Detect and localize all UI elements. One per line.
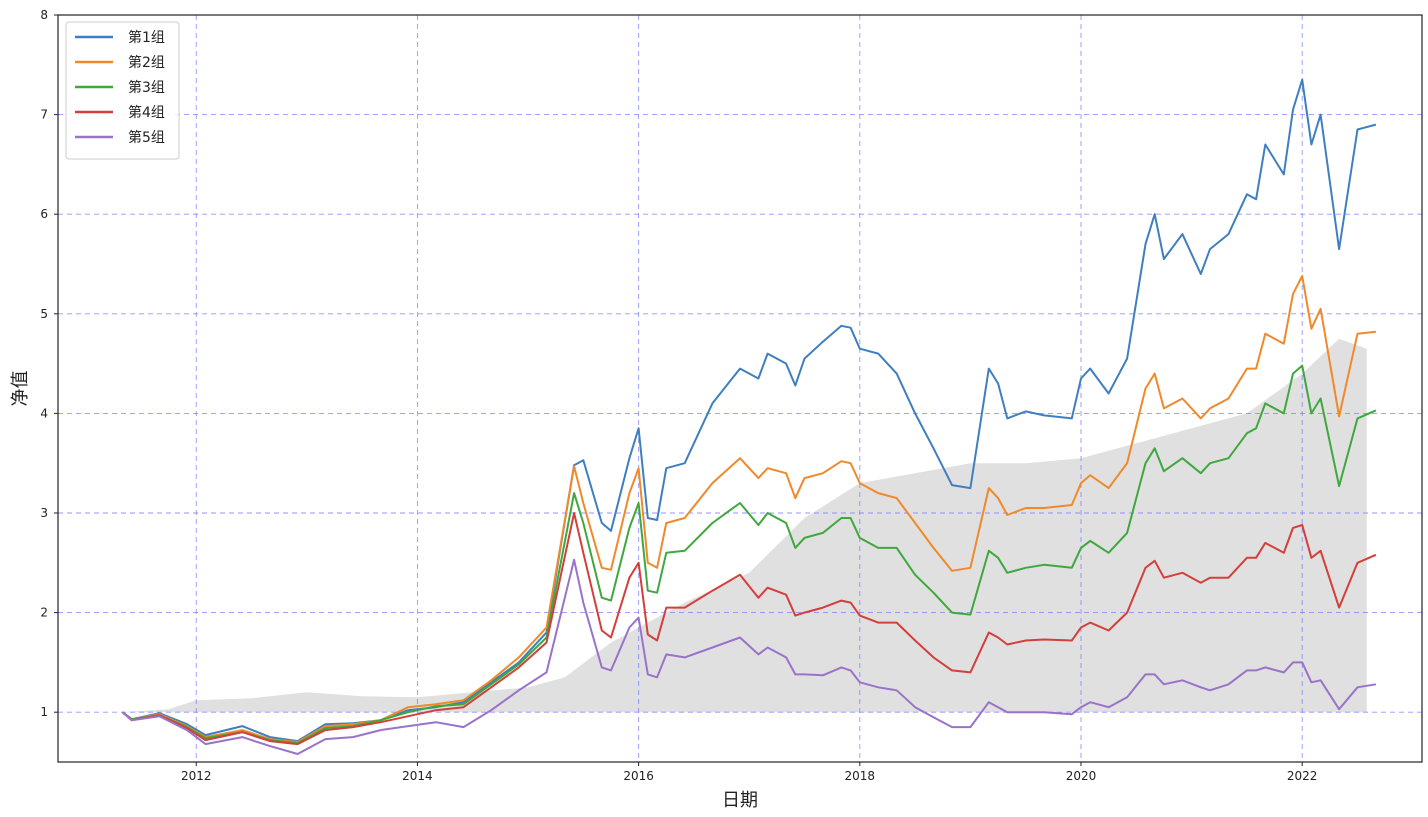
series-line-4 bbox=[121, 512, 1377, 746]
y-tick-label: 7 bbox=[40, 108, 48, 122]
y-tick-label: 3 bbox=[40, 506, 48, 520]
y-tick-label: 6 bbox=[40, 207, 48, 221]
legend-label: 第2组 bbox=[128, 54, 165, 71]
plot-frame bbox=[57, 14, 1423, 763]
legend-box bbox=[65, 21, 180, 160]
band-layer bbox=[122, 338, 1367, 713]
y-tick-label: 1 bbox=[40, 705, 48, 719]
series-line-2 bbox=[121, 275, 1377, 744]
legend-label: 第5组 bbox=[128, 129, 165, 146]
x-tick-label: 2018 bbox=[845, 769, 876, 783]
legend-label: 第4组 bbox=[128, 104, 165, 121]
x-tick-label: 2014 bbox=[402, 769, 433, 783]
x-axis-title: 日期 bbox=[722, 790, 758, 811]
y-tick-label: 8 bbox=[40, 8, 48, 22]
shaded-band bbox=[122, 338, 1367, 713]
series-line-5 bbox=[121, 558, 1377, 755]
y-axis-title: 净值 bbox=[10, 371, 31, 407]
legend-label: 第1组 bbox=[128, 29, 165, 46]
series-line-3 bbox=[121, 364, 1377, 745]
y-tick-label: 4 bbox=[40, 406, 48, 420]
tick-layer: 2012 2014 2016 2018 2020 2022 1 2 3 4 5 6 7 8 bbox=[40, 8, 1317, 783]
x-tick-label: 2016 bbox=[623, 769, 654, 783]
y-tick-label: 2 bbox=[40, 606, 48, 620]
x-tick-label: 2022 bbox=[1287, 769, 1318, 783]
y-tick-label: 5 bbox=[40, 307, 48, 321]
legend-label: 第3组 bbox=[128, 79, 165, 96]
series-layer bbox=[121, 78, 1377, 755]
x-tick-label: 2020 bbox=[1066, 769, 1097, 783]
x-tick-label: 2012 bbox=[181, 769, 212, 783]
